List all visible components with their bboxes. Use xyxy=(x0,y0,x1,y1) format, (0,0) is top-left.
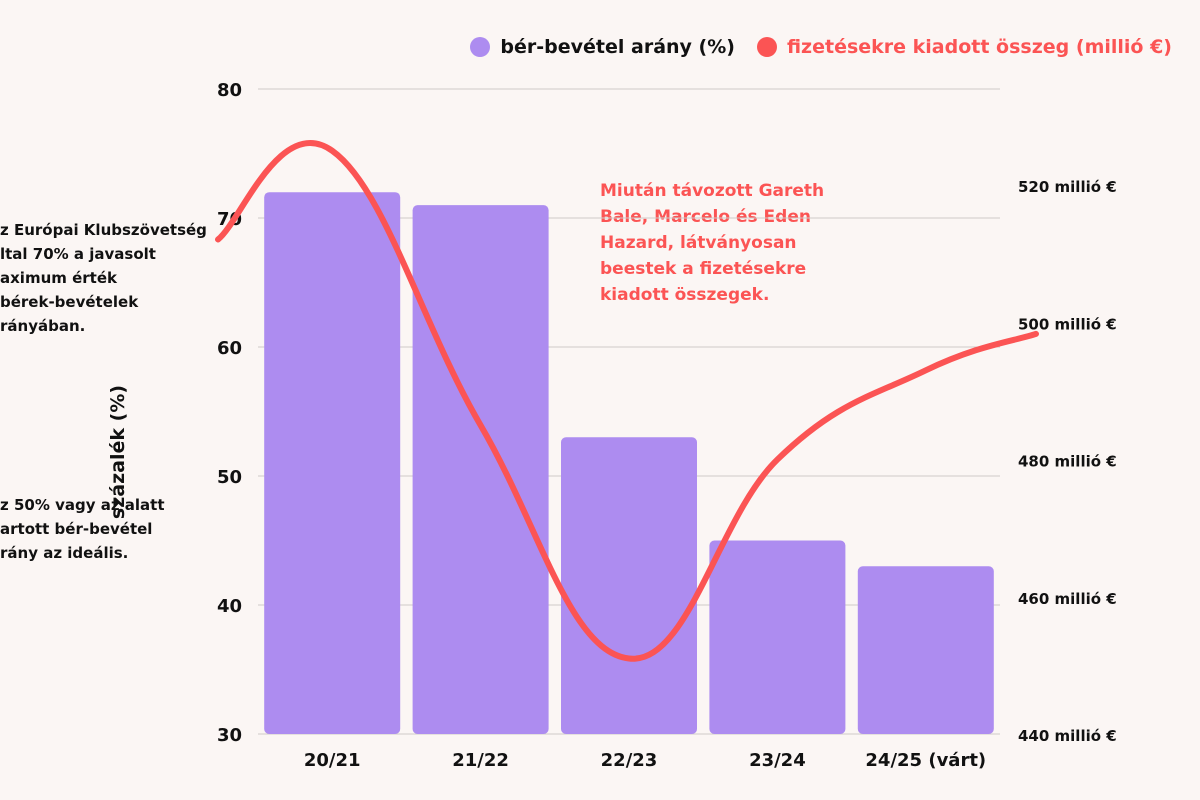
y-tick-label-50: 50 xyxy=(217,467,242,488)
side-note-uefa: z Európai Klubszövetség ltal 70% a javas… xyxy=(0,221,207,335)
side-note-ideal: z 50% vagy az alatt artott bér-bevétel r… xyxy=(0,496,165,562)
y2-tick-label-480: 480 millió € xyxy=(1018,453,1117,471)
bar-4 xyxy=(857,566,994,734)
y-tick-label-30: 30 xyxy=(217,725,242,746)
legend-swatch-salary xyxy=(756,37,777,57)
x-tick-label-0: 20/21 xyxy=(304,750,361,771)
y-tick-label-40: 40 xyxy=(217,596,242,617)
chart-legend: bér-bevétel arány (%) fizetésekre kiadot… xyxy=(470,36,1172,58)
y2-tick-label-520: 520 millió € xyxy=(1018,178,1117,196)
bar-3 xyxy=(709,540,846,734)
x-tick-label-1: 21/22 xyxy=(452,750,509,771)
x-tick-label-3: 23/24 xyxy=(749,750,806,771)
bar-0 xyxy=(264,192,401,734)
bar-2 xyxy=(561,437,697,734)
salary-line xyxy=(215,140,1039,662)
bar-1 xyxy=(412,205,549,735)
y-tick-label-60: 60 xyxy=(217,338,242,359)
legend-label-salary: fizetésekre kiadott összeg (millió €) xyxy=(786,36,1172,58)
x-tick-label-2: 22/23 xyxy=(601,750,658,771)
x-tick-label-4: 24/25 (várt) xyxy=(865,750,986,771)
chart-annotation: Miután távozott Gareth Bale, Marcelo és … xyxy=(600,181,825,305)
y2-tick-label-460: 460 millió € xyxy=(1018,590,1117,608)
legend-swatch-ratio xyxy=(470,37,491,57)
legend-item-ratio: bér-bevétel arány (%) xyxy=(470,36,735,58)
legend-label-ratio: bér-bevétel arány (%) xyxy=(500,36,735,58)
y-tick-label-80: 80 xyxy=(217,80,242,101)
y2-tick-label-500: 500 millió € xyxy=(1018,315,1117,333)
legend-item-salary: fizetésekre kiadott összeg (millió €) xyxy=(756,36,1172,58)
y2-tick-label-440: 440 millió € xyxy=(1018,727,1117,745)
